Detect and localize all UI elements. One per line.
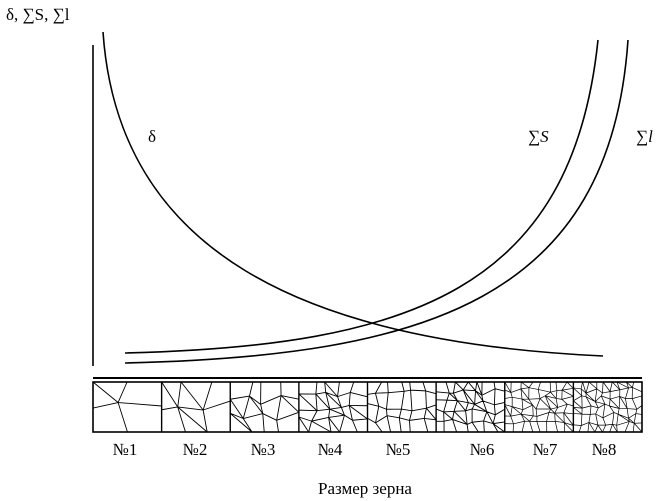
grain-size-label: №3	[251, 440, 276, 459]
grain-size-label: №7	[533, 440, 558, 459]
sum-l-curve	[124, 39, 629, 364]
grain-boundaries	[92, 381, 162, 433]
grain-boundaries	[229, 381, 300, 433]
grain-size-label: №8	[592, 440, 617, 459]
curve-label: δ	[148, 127, 156, 146]
grain-size-label: №4	[318, 440, 343, 459]
grain-size-label: №1	[113, 440, 138, 459]
grain-boundaries	[435, 381, 506, 433]
sum-s-curve	[124, 39, 599, 354]
curve-label: ∑l	[636, 127, 653, 146]
grain-size-label: №5	[386, 440, 411, 459]
delta-curve	[102, 31, 604, 357]
grain-size-label: №2	[183, 440, 208, 459]
x-axis-label: Размер зерна	[318, 479, 412, 498]
grain-boundaries	[298, 381, 368, 433]
curve-label: ∑S	[528, 127, 549, 146]
grain-boundaries	[504, 381, 574, 433]
grain-boundaries	[161, 381, 231, 433]
axis-label: δ, ∑S, ∑l	[6, 5, 70, 24]
grain-size-label: №6	[470, 440, 495, 459]
grain-images	[92, 381, 643, 433]
grain-boundaries	[367, 381, 437, 433]
grain-boundaries	[573, 381, 643, 433]
